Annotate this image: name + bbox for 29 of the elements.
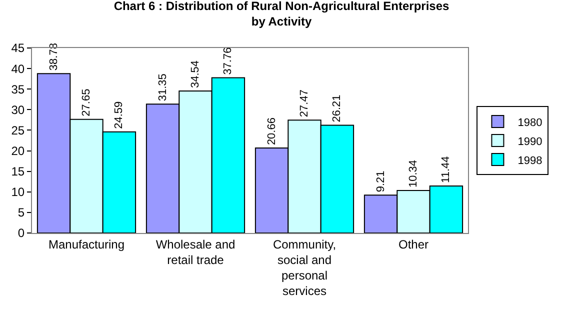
y-tick-label: 0 [18,226,25,240]
data-label: 10.34 [408,160,420,188]
data-label: 9.21 [374,170,387,192]
x-tick-label: Community, social and personal services [272,237,336,298]
y-tick-label: 40 [11,62,25,76]
y-tick-label: 15 [11,164,25,179]
legend-label: 1980 [518,116,542,129]
data-label: 24.59 [113,101,126,129]
y-tick-label: 30 [11,102,25,117]
x-tick-label: Other [398,237,429,252]
legend-label: 1990 [518,136,542,148]
y-tick-label: 10 [11,185,25,200]
data-label: 26.21 [331,94,344,122]
chart-title: Chart 6 : Distribution of Rural Non-Agricultural Enterprises by Activity [114,0,450,28]
data-label: 11.44 [440,156,452,183]
data-label: 37.76 [222,47,234,75]
data-label: 34.54 [190,60,202,88]
data-label: 27.65 [80,88,92,116]
legend-label: 1998 [518,154,542,167]
y-tick-label: 20 [11,144,25,158]
y-tick-label: 5 [18,206,25,220]
y-tick-label: 25 [11,123,25,138]
data-label: 27.47 [298,90,310,118]
data-label: 31.35 [156,74,169,102]
y-tick-label: 45 [11,41,25,56]
x-tick-label: Wholesale and retail trade [156,237,236,267]
x-tick-label: Manufacturing [48,237,125,252]
data-label: 20.66 [266,118,278,146]
y-tick-label: 35 [11,82,25,96]
